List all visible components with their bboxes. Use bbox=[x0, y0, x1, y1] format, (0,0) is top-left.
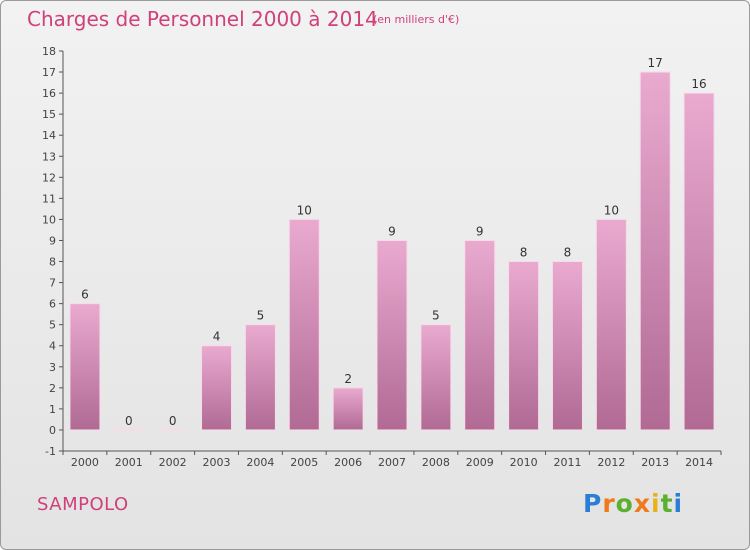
y-tick-label: 18 bbox=[42, 45, 56, 58]
bar-value-label: 16 bbox=[691, 77, 706, 91]
bar-value-label: 5 bbox=[432, 309, 440, 323]
y-tick-label: 8 bbox=[49, 256, 56, 269]
x-tick-label: 2011 bbox=[553, 456, 581, 469]
bar-value-label: 2 bbox=[344, 372, 352, 386]
bar-value-label: 10 bbox=[604, 203, 619, 217]
bar bbox=[376, 239, 408, 431]
y-tick-label: 4 bbox=[49, 340, 56, 353]
x-tick-label: 2003 bbox=[203, 456, 231, 469]
x-tick-label: 2012 bbox=[597, 456, 625, 469]
y-tick-label: 1 bbox=[49, 403, 56, 416]
y-tick-label: 3 bbox=[49, 361, 56, 374]
y-tick-label: 13 bbox=[42, 150, 56, 163]
chart-title: Charges de Personnel 2000 à 2014 bbox=[27, 7, 378, 31]
bar bbox=[508, 261, 540, 431]
bar-value-label: 5 bbox=[257, 309, 265, 323]
x-tick-label: 2007 bbox=[378, 456, 406, 469]
proxiti-logo: Proxiti bbox=[583, 489, 684, 518]
y-tick-label: -1 bbox=[45, 445, 56, 458]
y-tick-label: 16 bbox=[42, 87, 56, 100]
y-tick-label: 5 bbox=[49, 319, 56, 332]
bar-value-label: 0 bbox=[125, 414, 133, 428]
bar bbox=[420, 324, 452, 431]
bar-value-label: 4 bbox=[213, 330, 221, 344]
bar bbox=[595, 218, 627, 431]
x-tick-label: 2004 bbox=[246, 456, 274, 469]
x-tick-label: 2002 bbox=[159, 456, 187, 469]
y-tick-label: 0 bbox=[49, 424, 56, 437]
x-tick-label: 2005 bbox=[290, 456, 318, 469]
bar-value-label: 9 bbox=[388, 224, 396, 238]
y-tick-label: 17 bbox=[42, 66, 56, 79]
bar bbox=[157, 428, 189, 431]
x-tick-label: 2006 bbox=[334, 456, 362, 469]
x-tick-label: 2009 bbox=[466, 456, 494, 469]
bar-value-label: 8 bbox=[520, 246, 528, 260]
x-tick-label: 2001 bbox=[115, 456, 143, 469]
bar bbox=[244, 324, 276, 431]
y-tick-label: 12 bbox=[42, 171, 56, 184]
bar bbox=[69, 303, 101, 431]
x-tick-label: 2000 bbox=[71, 456, 99, 469]
bar-series bbox=[69, 71, 715, 431]
bar bbox=[639, 71, 671, 431]
bar-value-label: 9 bbox=[476, 224, 484, 238]
bar-value-label: 0 bbox=[169, 414, 177, 428]
x-tick-label: 2010 bbox=[510, 456, 538, 469]
y-tick-label: 10 bbox=[42, 213, 56, 226]
y-tick-label: 2 bbox=[49, 382, 56, 395]
x-tick-label: 2014 bbox=[685, 456, 713, 469]
x-tick-label: 2008 bbox=[422, 456, 450, 469]
bar bbox=[113, 428, 145, 431]
bar bbox=[288, 218, 320, 431]
y-tick-label: 11 bbox=[42, 192, 56, 205]
y-tick-label: 14 bbox=[42, 129, 56, 142]
town-name: SAMPOLO bbox=[37, 494, 129, 515]
y-tick-label: 15 bbox=[42, 108, 56, 121]
y-tick-label: 6 bbox=[49, 298, 56, 311]
x-tick-label: 2013 bbox=[641, 456, 669, 469]
y-tick-label: 7 bbox=[49, 277, 56, 290]
data-labels: 6 0 0 4 5 10 2 9 5 9 8 8 10 17 16 bbox=[81, 56, 707, 428]
bar bbox=[683, 92, 715, 431]
bar bbox=[464, 239, 496, 431]
bar bbox=[332, 387, 364, 431]
bar-value-label: 6 bbox=[81, 288, 89, 302]
bar bbox=[551, 261, 583, 431]
bar-value-label: 10 bbox=[297, 203, 312, 217]
chart-subtitle: (en milliers d'€) bbox=[373, 13, 460, 26]
bar-value-label: 17 bbox=[648, 56, 663, 70]
y-tick-label: 9 bbox=[49, 234, 56, 247]
bar bbox=[201, 345, 233, 431]
bar-value-label: 8 bbox=[564, 246, 572, 260]
